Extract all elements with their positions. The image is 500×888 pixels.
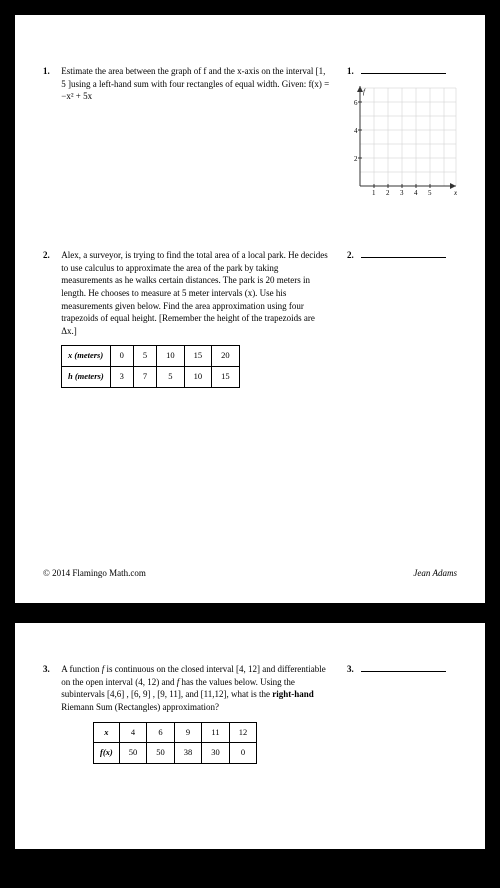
table-cell: 3 [110,367,133,388]
problem-1: 1. Estimate the area between the graph o… [43,65,457,199]
table-cell: 20 [212,346,240,367]
problem-3-number: 3. [43,663,59,676]
problem-1-content: 1. Estimate the area between the graph o… [43,65,347,199]
worksheet-page-1: 1. Estimate the area between the graph o… [15,15,485,603]
svg-text:5: 5 [428,189,432,196]
table-cell: 10 [184,367,212,388]
problem-2-number: 2. [43,249,59,262]
problem-3-answer-area: 3. [347,663,457,764]
table-cell: 50 [119,743,147,764]
table-cell: 4 [119,722,147,743]
table-cell: 5 [133,346,156,367]
table-2-row1-label: x (meters) [62,346,111,367]
svg-text:2: 2 [386,189,390,196]
answer-2-blank [361,257,446,258]
table-cell: 0 [229,743,257,764]
problem-3-text: A function f is continuous on the closed… [61,663,330,713]
answer-3-blank [361,671,446,672]
answer-2-number: 2. [347,249,354,262]
table-cell: 12 [229,722,257,743]
problem-2-answer-area: 2. [347,249,457,388]
table-cell: 38 [174,743,202,764]
table-cell: 10 [157,346,185,367]
table-cell: 11 [202,722,230,743]
table-cell: 15 [184,346,212,367]
svg-text:6: 6 [354,99,358,107]
problem-2-content: 2. Alex, a surveyor, is trying to find t… [43,249,347,388]
svg-text:3: 3 [400,189,404,196]
table-cell: 5 [157,367,185,388]
table-2-row2-label: h (meters) [62,367,111,388]
table-cell: 6 [147,722,175,743]
table-3-row1-label: x [94,722,120,743]
table-cell: 7 [133,367,156,388]
problem-2-text: Alex, a surveyor, is trying to find the … [61,249,330,337]
footer-copyright: © 2014 Flamingo Math.com [43,568,146,578]
table-cell: 15 [212,367,240,388]
table-cell: 30 [202,743,230,764]
problem-3: 3. A function f is continuous on the clo… [43,663,457,764]
table-cell: 9 [174,722,202,743]
problem-1-number: 1. [43,65,59,78]
worksheet-page-2: 3. A function f is continuous on the clo… [15,623,485,849]
problem-3-content: 3. A function f is continuous on the clo… [43,663,347,764]
table-3-row2-label: f(x) [94,743,120,764]
table-cell: 50 [147,743,175,764]
problem-3-table: x 4 6 9 11 12 f(x) 50 50 38 30 0 [93,722,257,765]
svg-text:2: 2 [354,155,358,163]
answer-1-number: 1. [347,65,354,78]
problem-1-grid: f x 6 4 2 1 2 3 [352,86,457,200]
svg-text:4: 4 [354,127,358,135]
footer-author: Jean Adams [413,568,457,578]
problem-2-table: x (meters) 0 5 10 15 20 h (meters) 3 7 5… [61,345,240,388]
svg-text:x: x [453,189,457,196]
coordinate-grid-icon: f x 6 4 2 1 2 3 [352,86,457,196]
svg-text:1: 1 [372,189,376,196]
page-footer: © 2014 Flamingo Math.com Jean Adams [43,568,457,578]
problem-1-answer-area: 1. [347,65,457,199]
answer-3-number: 3. [347,663,354,676]
table-cell: 0 [110,346,133,367]
problem-2: 2. Alex, a surveyor, is trying to find t… [43,249,457,388]
answer-1-blank [361,73,446,74]
svg-text:4: 4 [414,189,418,196]
problem-1-text: Estimate the area between the graph of f… [61,65,330,103]
